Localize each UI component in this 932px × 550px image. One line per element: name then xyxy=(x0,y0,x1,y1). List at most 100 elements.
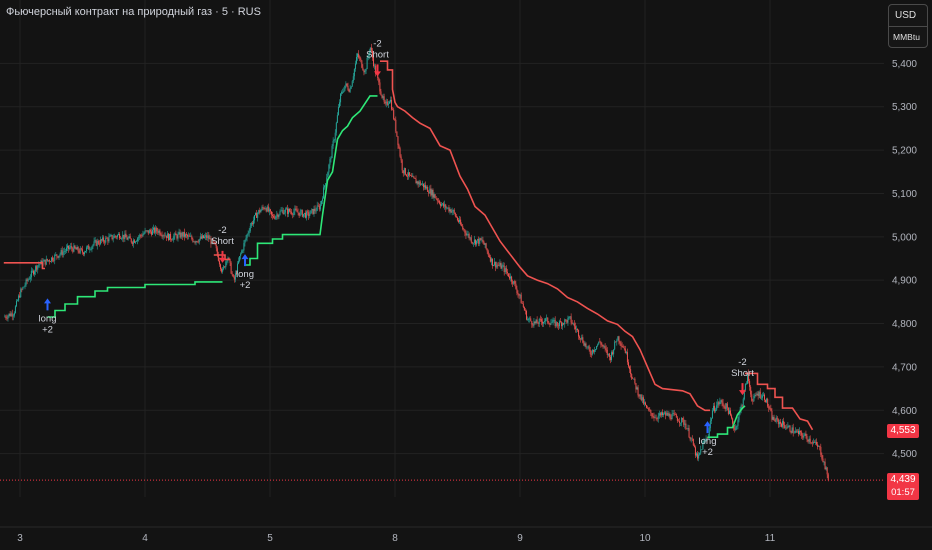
candle-body xyxy=(527,319,529,320)
candle-body xyxy=(497,264,499,266)
candle-body xyxy=(225,261,227,268)
candle-body xyxy=(535,319,537,324)
stop-level-lines xyxy=(3,60,814,438)
candle-body xyxy=(813,442,815,443)
candle-body xyxy=(672,413,674,414)
candle-body xyxy=(487,251,489,256)
candle-body xyxy=(713,405,714,411)
candle-body xyxy=(594,350,595,352)
candle-body xyxy=(137,238,139,242)
candle-body xyxy=(494,261,496,265)
candle-body xyxy=(113,235,115,239)
candle-body xyxy=(178,232,180,234)
candle-body xyxy=(657,415,659,419)
candle-body xyxy=(472,243,474,244)
candle-body xyxy=(704,440,706,442)
candle-body xyxy=(455,216,457,218)
candle-body xyxy=(708,428,710,436)
candle-body xyxy=(71,246,73,249)
price-axis[interactable]: 5,400 5,300 5,200 5,100 5,000 4,900 4,800 4,700… xyxy=(892,59,917,460)
candle-body xyxy=(611,352,612,361)
candle-body xyxy=(682,418,684,420)
candle-body xyxy=(461,224,463,227)
candle-body xyxy=(620,343,622,346)
candle-body xyxy=(329,159,331,165)
candle-body xyxy=(490,258,492,262)
candle-body xyxy=(751,394,753,401)
candle-body xyxy=(74,245,76,249)
candle-body xyxy=(16,300,17,307)
candle-body xyxy=(446,207,448,209)
candle-body xyxy=(784,424,786,428)
candle-body xyxy=(705,438,707,441)
candle-body xyxy=(700,449,702,453)
candle-body xyxy=(670,418,672,420)
candle-body xyxy=(807,439,809,442)
candle-body xyxy=(319,204,321,210)
candle-body xyxy=(632,378,634,380)
candle-body xyxy=(796,430,798,432)
candle-body xyxy=(29,277,31,280)
candle-body xyxy=(641,397,643,401)
candle-body xyxy=(361,60,363,68)
candle-body xyxy=(247,233,249,235)
candle-body xyxy=(452,210,454,212)
candle-body xyxy=(674,414,676,415)
candle-body xyxy=(343,90,345,92)
candle-body xyxy=(742,399,744,406)
candle-body xyxy=(456,217,458,221)
candle-body xyxy=(289,208,291,212)
candle-body xyxy=(241,250,243,254)
candle-body xyxy=(445,204,447,209)
candle-body xyxy=(162,235,164,237)
candle-body xyxy=(505,268,507,272)
x-tick-label: 9 xyxy=(517,533,523,544)
candle-body xyxy=(222,269,224,272)
candle-body xyxy=(822,458,824,462)
candle-body xyxy=(23,286,25,288)
candle-body xyxy=(323,187,325,199)
candle-body xyxy=(416,181,418,184)
y-tick-label: 5,400 xyxy=(892,59,917,70)
candle-body xyxy=(233,276,235,280)
candle-body xyxy=(760,397,762,399)
currency-unit-selector[interactable]: USD MMBtu xyxy=(888,4,928,48)
long-arrow-icon xyxy=(704,421,711,434)
candle-body xyxy=(536,319,538,324)
chart-grid xyxy=(0,0,932,528)
candle-body xyxy=(758,391,760,396)
candle-body xyxy=(720,400,722,402)
candle-body xyxy=(414,177,416,179)
candle-body xyxy=(485,243,487,249)
candle-body xyxy=(348,89,350,92)
candle-body xyxy=(197,241,199,243)
candle-body xyxy=(444,204,446,207)
candle-body xyxy=(271,211,272,215)
candle-body xyxy=(30,270,32,278)
candle-body xyxy=(791,427,793,433)
candle-body xyxy=(274,217,276,219)
candle-body xyxy=(413,176,415,178)
candle-body xyxy=(189,235,191,237)
candle-body xyxy=(549,323,551,325)
candle-body xyxy=(86,247,88,252)
y-tick-label: 4,800 xyxy=(892,319,917,330)
candle-body xyxy=(69,247,71,249)
candle-body xyxy=(507,273,509,277)
candle-body xyxy=(183,231,185,237)
signal-qty: +2 xyxy=(42,324,53,335)
candle-body xyxy=(426,186,428,189)
candle-body xyxy=(599,341,601,343)
candle-body xyxy=(126,237,128,240)
time-axis[interactable]: 3 4 5 8 9 10 11 xyxy=(17,533,775,544)
candle-body xyxy=(61,250,63,255)
signal-qty: -2 xyxy=(738,357,746,368)
candle-body xyxy=(817,444,819,447)
candle-body xyxy=(160,234,162,236)
candle-body xyxy=(51,257,53,262)
candle-body xyxy=(798,430,799,435)
candle-body xyxy=(229,258,231,263)
candle-body xyxy=(646,404,648,408)
candle-body xyxy=(687,428,689,430)
